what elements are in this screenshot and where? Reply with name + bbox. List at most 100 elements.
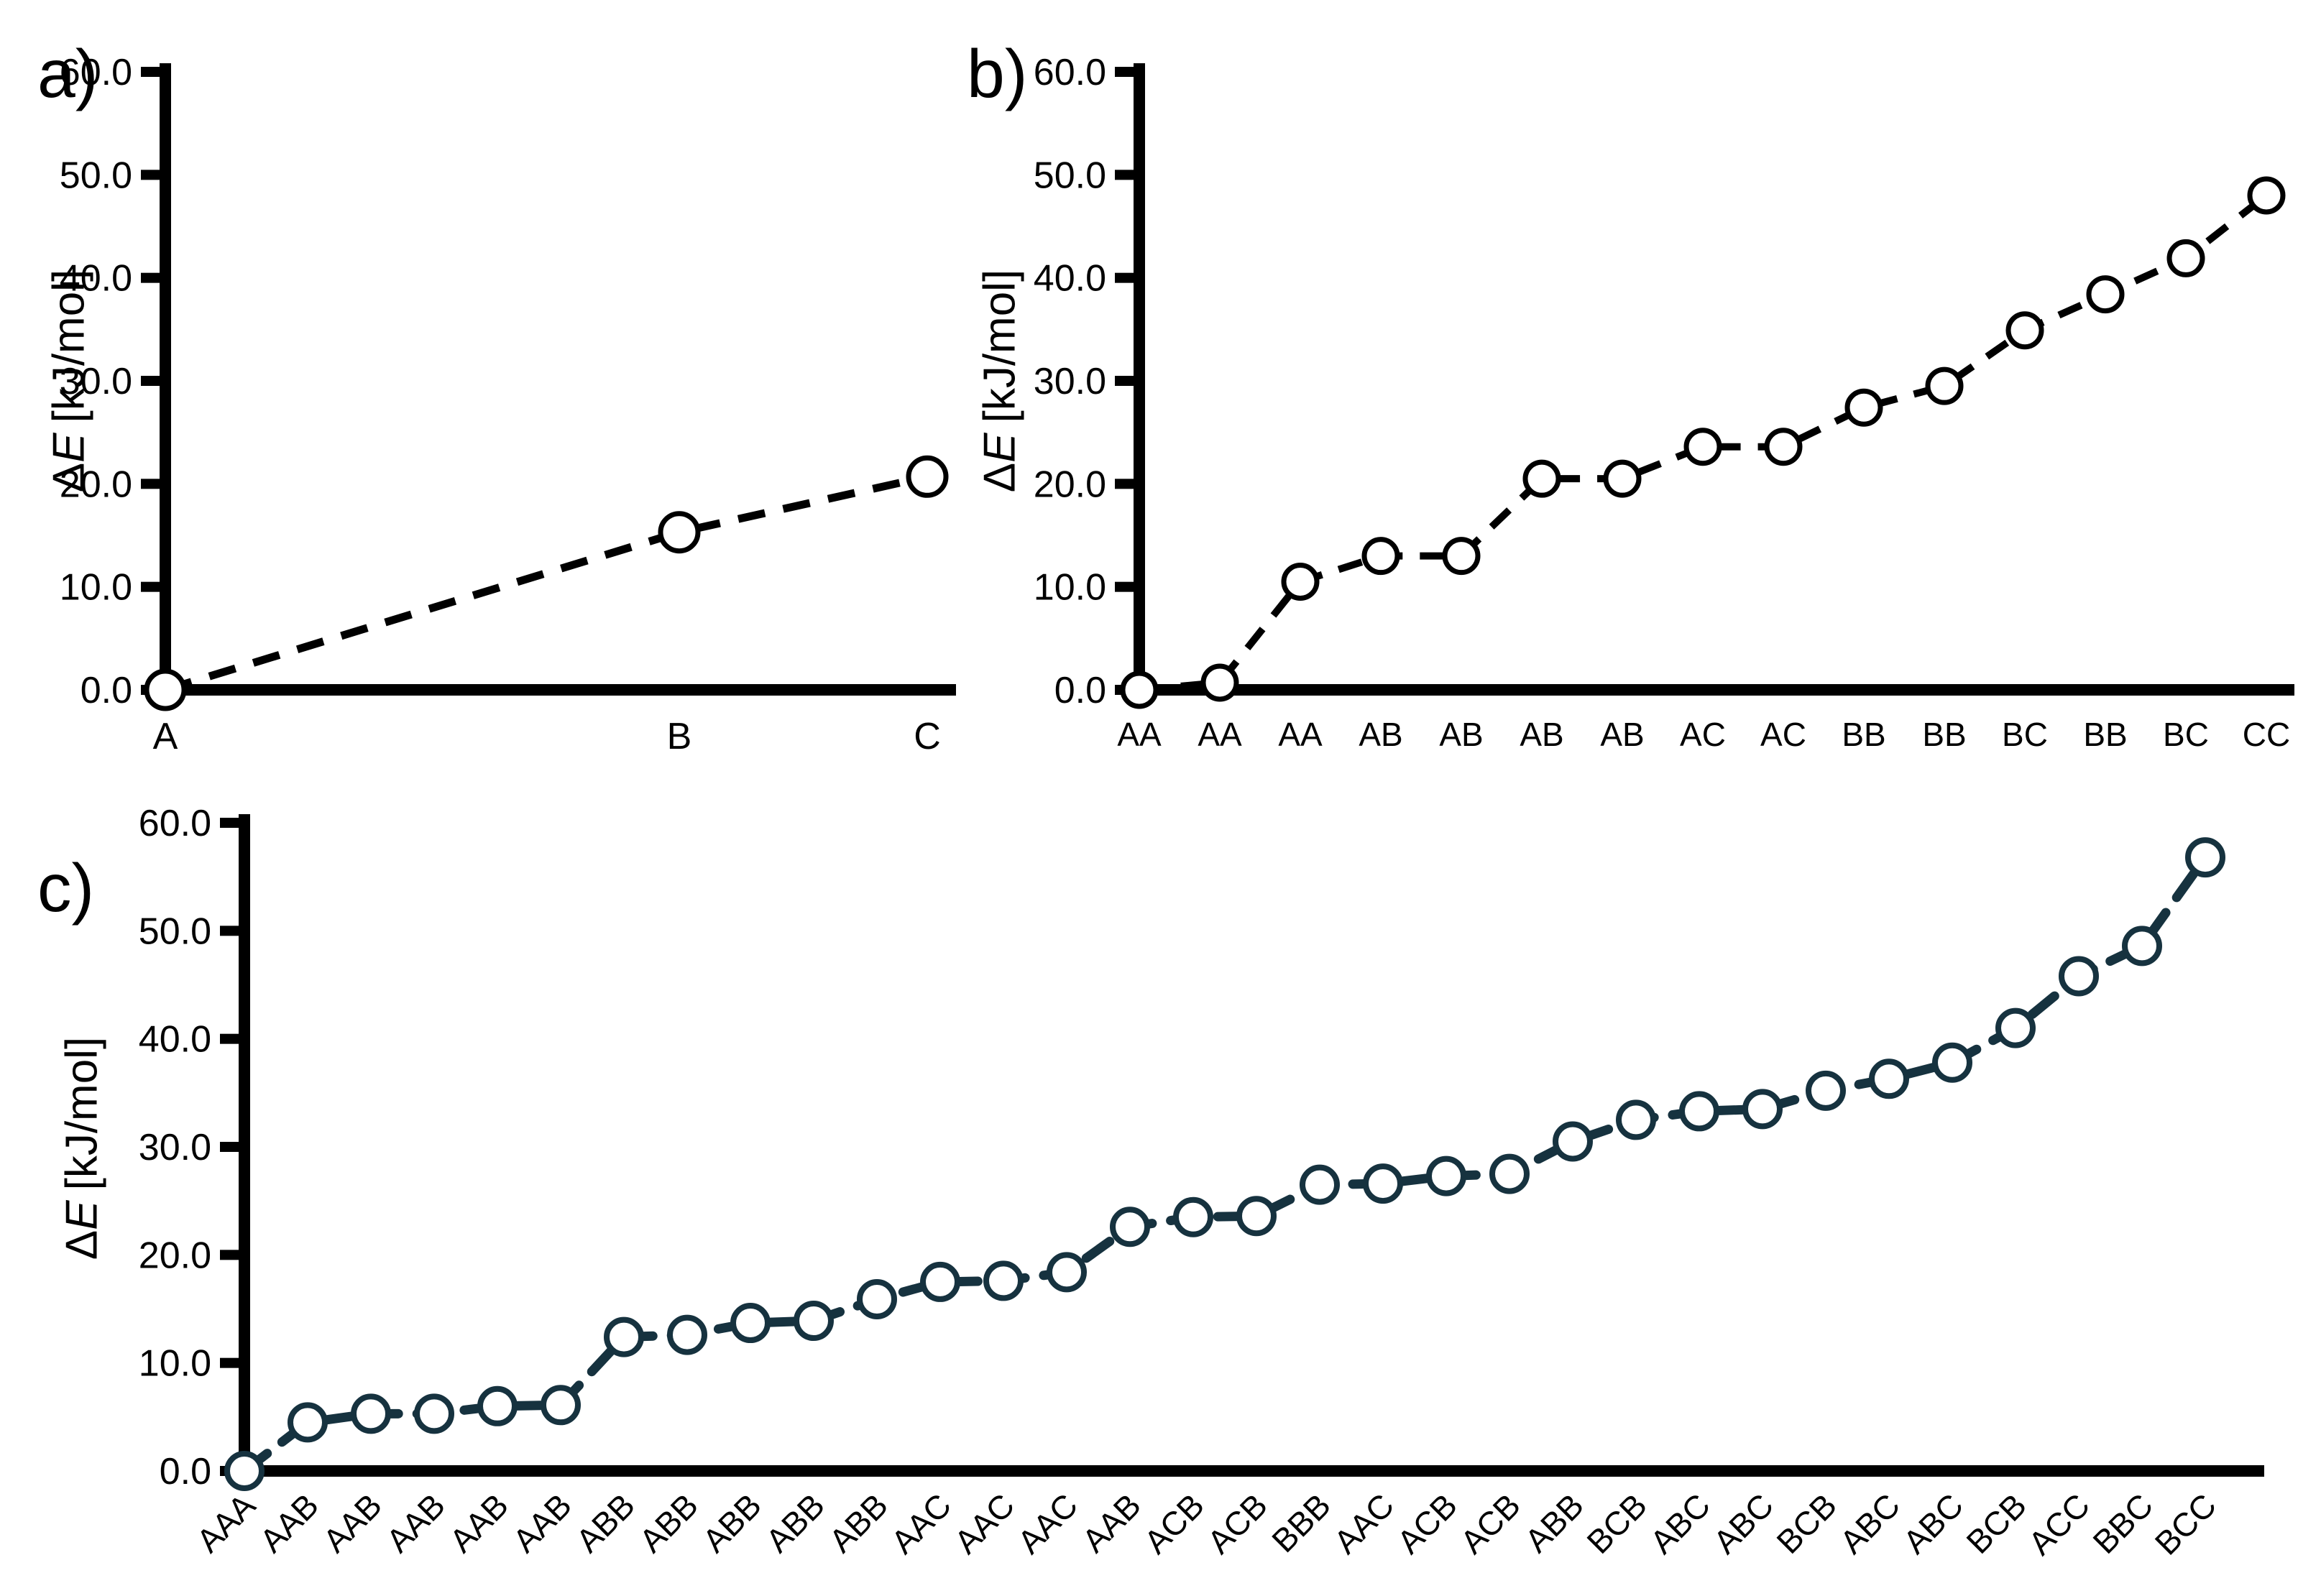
panel-letter-c: c) bbox=[37, 850, 94, 926]
data-point bbox=[1120, 670, 1159, 709]
x-tick-label: C bbox=[914, 716, 941, 757]
panel-letter-b: b) bbox=[967, 36, 1027, 112]
x-axis-line bbox=[151, 684, 956, 696]
data-point bbox=[1173, 1196, 1213, 1237]
data-point bbox=[1200, 663, 1239, 702]
y-axis-title-symbol: E bbox=[45, 433, 94, 463]
y-tick-mark bbox=[141, 67, 160, 77]
data-point bbox=[1683, 428, 1722, 466]
data-point bbox=[351, 1393, 391, 1434]
x-tick-label: ABB bbox=[569, 1486, 642, 1559]
x-tick-label: BC bbox=[2002, 716, 2048, 753]
data-point bbox=[1236, 1196, 1277, 1237]
data-point bbox=[1764, 428, 1803, 466]
x-tick-label: ACC bbox=[2021, 1486, 2097, 1562]
y-tick-mark bbox=[220, 818, 239, 828]
data-point bbox=[1363, 1163, 1403, 1204]
y-tick-mark bbox=[220, 1250, 239, 1260]
y-axis-title-symbol: E bbox=[58, 1200, 107, 1230]
x-tick-label: AAB bbox=[252, 1486, 326, 1559]
x-tick-label: ABC bbox=[1895, 1486, 1970, 1561]
x-tick-label: ABB bbox=[695, 1486, 768, 1559]
data-point bbox=[1281, 563, 1320, 601]
x-tick-label: AAC bbox=[947, 1486, 1021, 1561]
data-point bbox=[794, 1301, 834, 1342]
y-tick-label: 0.0 bbox=[81, 670, 132, 711]
x-tick-label: AC bbox=[1760, 716, 1806, 753]
y-tick-mark bbox=[141, 170, 160, 180]
x-axis-line bbox=[1125, 684, 2294, 696]
data-point bbox=[857, 1278, 897, 1319]
y-axis-title-delta: Δ bbox=[975, 463, 1025, 492]
y-tick-mark bbox=[220, 1357, 239, 1368]
data-point bbox=[2185, 837, 2225, 878]
x-tick-label: BBB bbox=[1264, 1486, 1338, 1559]
y-tick-mark bbox=[220, 1033, 239, 1044]
y-tick-label: 10.0 bbox=[60, 567, 132, 609]
x-tick-label: AAB bbox=[505, 1486, 579, 1559]
data-point bbox=[1869, 1058, 1909, 1099]
y-tick-label: 30.0 bbox=[139, 1127, 211, 1168]
data-point bbox=[730, 1303, 771, 1344]
x-tick-label: ABB bbox=[1517, 1486, 1591, 1559]
y-tick-mark bbox=[1115, 170, 1134, 180]
y-tick-mark bbox=[141, 376, 160, 386]
data-point bbox=[667, 1314, 707, 1355]
y-tick-mark bbox=[1115, 272, 1134, 283]
x-tick-label: AAC bbox=[883, 1486, 958, 1561]
y-tick-mark bbox=[220, 926, 239, 936]
data-point bbox=[1742, 1089, 1783, 1130]
data-point bbox=[1361, 537, 1400, 576]
x-tick-label: B bbox=[667, 716, 692, 757]
y-axis-title: ΔE [kJ/mol] bbox=[58, 1037, 107, 1260]
x-tick-label: BB bbox=[1922, 716, 1966, 753]
data-point bbox=[144, 668, 187, 711]
data-point bbox=[1603, 459, 1642, 498]
x-tick-label: BCC bbox=[2148, 1486, 2223, 1562]
y-axis-line bbox=[1134, 63, 1145, 698]
series-line-b bbox=[1139, 193, 2269, 693]
y-tick-mark bbox=[141, 272, 160, 283]
x-tick-label: AA bbox=[1198, 716, 1242, 753]
y-tick-label: 10.0 bbox=[1034, 567, 1106, 609]
y-tick-mark bbox=[1115, 581, 1134, 592]
data-point bbox=[1616, 1099, 1656, 1140]
data-point bbox=[1047, 1252, 1087, 1293]
y-axis-title-delta: Δ bbox=[45, 463, 94, 492]
data-point bbox=[1489, 1153, 1530, 1194]
data-point bbox=[2247, 176, 2286, 215]
y-tick-label: 50.0 bbox=[1034, 154, 1106, 196]
data-point bbox=[224, 1451, 265, 1491]
x-tick-label: CC bbox=[2243, 716, 2290, 753]
y-tick-mark bbox=[1115, 376, 1134, 386]
y-tick-label: 40.0 bbox=[139, 1019, 211, 1061]
x-tick-label: AAB bbox=[379, 1486, 452, 1559]
x-tick-label: AB bbox=[1359, 716, 1402, 753]
panel-letter-a: a) bbox=[37, 36, 98, 112]
x-axis-line bbox=[230, 1465, 2264, 1477]
y-axis-title: ΔE [kJ/mol] bbox=[45, 269, 94, 492]
x-tick-label: AB bbox=[1439, 716, 1483, 753]
data-point bbox=[2059, 956, 2099, 997]
y-tick-label: 40.0 bbox=[1034, 258, 1106, 300]
data-point bbox=[477, 1385, 518, 1426]
data-point bbox=[906, 455, 949, 498]
data-point bbox=[2005, 311, 2044, 350]
y-tick-label: 20.0 bbox=[60, 463, 132, 505]
data-point bbox=[1110, 1207, 1150, 1247]
data-point bbox=[983, 1260, 1024, 1301]
x-tick-label: ACB bbox=[1200, 1486, 1274, 1561]
data-point bbox=[1932, 1042, 1972, 1083]
x-tick-label: AA bbox=[1117, 716, 1162, 753]
y-tick-label: 60.0 bbox=[1034, 52, 1106, 93]
y-tick-label: 60.0 bbox=[139, 803, 211, 844]
data-point bbox=[2086, 275, 2125, 314]
x-tick-label: AAB bbox=[442, 1486, 515, 1559]
y-axis-title-delta: Δ bbox=[58, 1230, 107, 1260]
y-tick-label: 20.0 bbox=[139, 1235, 211, 1276]
y-axis-title-symbol: E bbox=[975, 433, 1025, 463]
series-line-a bbox=[164, 472, 929, 694]
y-tick-mark bbox=[141, 581, 160, 592]
y-tick-mark bbox=[1115, 479, 1134, 489]
